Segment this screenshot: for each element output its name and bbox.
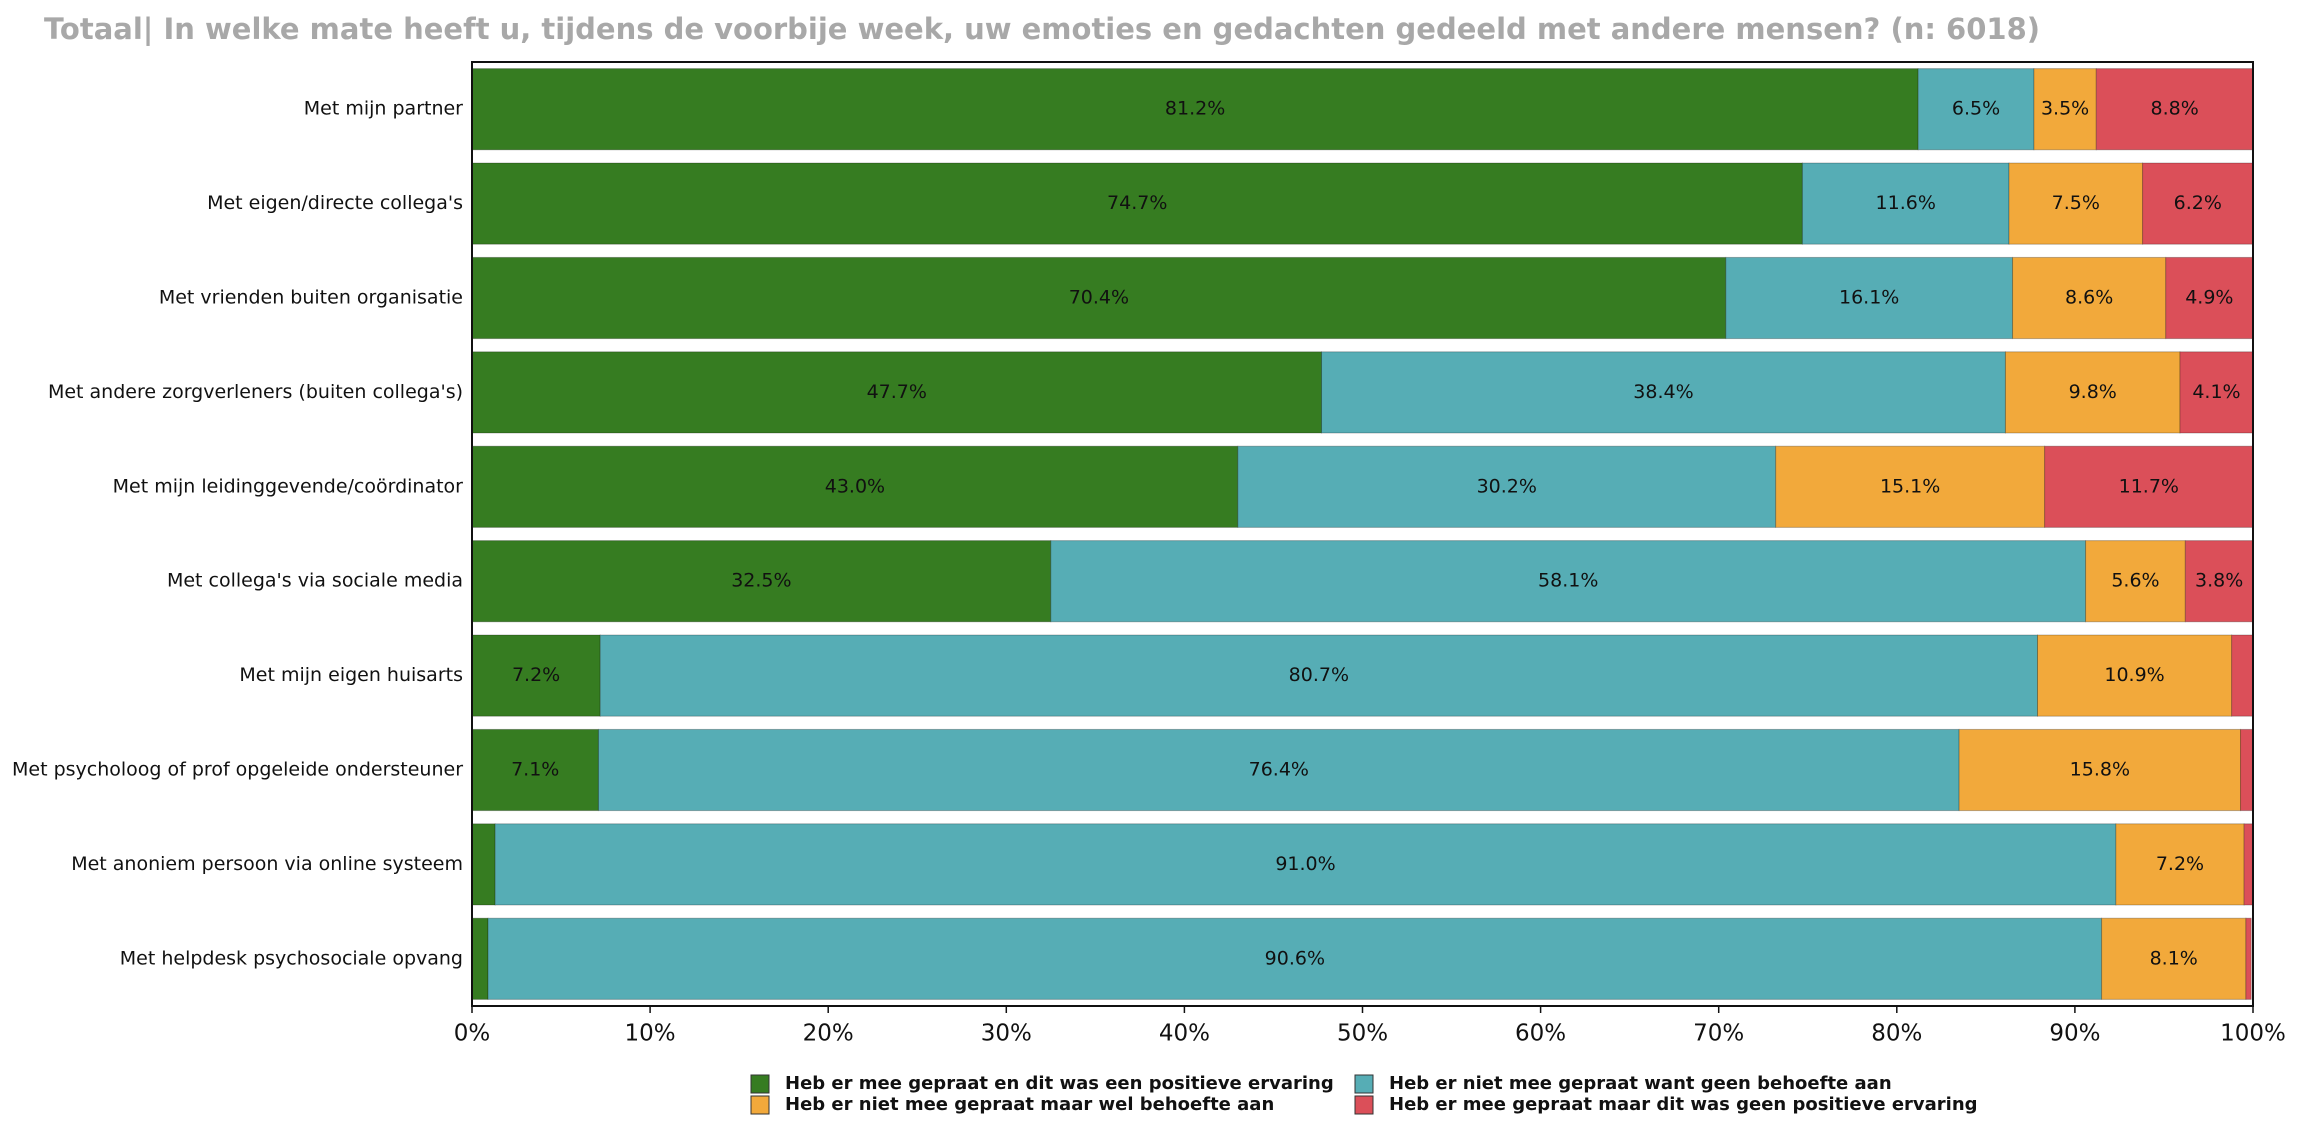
bar-segment xyxy=(2245,917,2252,1000)
data-label: 3.8% xyxy=(2195,570,2243,592)
bar-segment xyxy=(494,823,2117,906)
bar-segment xyxy=(2165,256,2254,340)
data-label: 11.6% xyxy=(1876,192,1936,214)
bar-segment xyxy=(2008,162,2144,245)
bar-segment xyxy=(471,823,496,906)
bar-segment xyxy=(1725,256,2014,340)
category-label: Met helpdesk psychosociale opvang xyxy=(120,947,463,969)
bar-segment xyxy=(2142,162,2254,245)
data-label: 9.8% xyxy=(2069,381,2117,403)
legend-label: Heb er niet mee gepraat want geen behoef… xyxy=(1389,1073,1892,1094)
data-label: 47.7% xyxy=(867,381,927,403)
x-tick-label: 30% xyxy=(981,1021,1032,1047)
bar-segment xyxy=(471,540,1052,623)
data-label: 3.5% xyxy=(2041,98,2089,120)
data-label: 32.5% xyxy=(731,570,791,592)
bar-segment xyxy=(2004,351,2181,434)
bar-segment xyxy=(471,445,1239,528)
chart-title: Totaal| In welke mate heeft u, tijdens d… xyxy=(44,12,2040,46)
category-label: Met anoniem persoon via online systeem xyxy=(71,853,463,875)
data-label: 4.9% xyxy=(2185,287,2233,309)
data-label: 80.7% xyxy=(1289,664,1349,686)
bar-segment xyxy=(471,162,1803,245)
x-tick-label: 70% xyxy=(1693,1021,1744,1047)
x-tick-label: 90% xyxy=(2049,1021,2100,1047)
bar-segment xyxy=(2085,540,2186,623)
bar-segment xyxy=(1050,540,2087,623)
bar-segment xyxy=(1775,445,2046,528)
data-label: 7.5% xyxy=(2052,192,2100,214)
data-label: 43.0% xyxy=(825,475,885,497)
data-label: 90.6% xyxy=(1265,947,1325,969)
legend-swatch xyxy=(750,1095,770,1115)
x-tick-label: 0% xyxy=(454,1021,491,1047)
bar-segment xyxy=(1321,351,2006,434)
data-label: 30.2% xyxy=(1477,475,1537,497)
data-label: 91.0% xyxy=(1275,853,1335,875)
category-label: Met mijn partner xyxy=(304,98,463,120)
data-label: 10.9% xyxy=(2104,664,2164,686)
x-tick-label: 80% xyxy=(1871,1021,1922,1047)
x-tick-label: 10% xyxy=(625,1021,676,1047)
data-label: 11.7% xyxy=(2119,475,2179,497)
data-label: 8.6% xyxy=(2065,287,2113,309)
data-label: 38.4% xyxy=(1633,381,1693,403)
legend-swatch xyxy=(750,1074,770,1094)
bar-segment xyxy=(2101,917,2247,1000)
data-label: 8.1% xyxy=(2150,947,2198,969)
bar-segment xyxy=(471,728,599,812)
bar-segment xyxy=(2240,728,2254,812)
bar-segment xyxy=(1237,445,1777,528)
legend-label: Heb er mee gepraat en dit was een positi… xyxy=(785,1073,1334,1094)
bar-segment xyxy=(599,634,2038,717)
legend-label: Heb er niet mee gepraat maar wel behoeft… xyxy=(785,1094,1274,1115)
category-label: Met andere zorgverleners (buiten collega… xyxy=(48,381,463,403)
data-label: 70.4% xyxy=(1069,287,1129,309)
category-label: Met mijn leidinggevende/coördinator xyxy=(113,475,464,497)
data-label: 6.5% xyxy=(1952,98,2000,120)
data-label: 76.4% xyxy=(1249,759,1309,781)
legend-label: Heb er mee gepraat maar dit was geen pos… xyxy=(1389,1094,1978,1115)
data-label: 58.1% xyxy=(1538,570,1598,592)
bar-segment xyxy=(1801,162,2010,245)
data-label: 4.1% xyxy=(2192,381,2240,403)
data-label: 5.6% xyxy=(2111,570,2159,592)
category-label: Met mijn eigen huisarts xyxy=(239,664,463,686)
bar-segment xyxy=(597,728,1960,812)
x-tick-label: 60% xyxy=(1515,1021,1566,1047)
bar-segment xyxy=(471,351,1323,434)
data-label: 6.2% xyxy=(2174,192,2222,214)
data-label: 7.2% xyxy=(512,664,560,686)
data-label: 74.7% xyxy=(1107,192,1167,214)
bar-segment xyxy=(471,634,601,717)
category-label: Met eigen/directe collega's xyxy=(207,192,463,214)
bar-segment xyxy=(2179,351,2254,434)
data-label: 81.2% xyxy=(1165,98,1225,120)
category-label: Met vrienden buiten organisatie xyxy=(159,287,463,309)
data-label: 7.1% xyxy=(511,759,559,781)
data-label: 16.1% xyxy=(1839,287,1899,309)
bar-segment xyxy=(471,68,1919,151)
bar-segment xyxy=(2231,634,2254,717)
category-label: Met collega's via sociale media xyxy=(167,570,463,592)
bar-segment xyxy=(2243,823,2254,906)
bar-segment xyxy=(2033,68,2097,151)
x-tick-label: 40% xyxy=(1159,1021,1210,1047)
bar-segment xyxy=(2044,445,2254,528)
bar-segment xyxy=(2036,634,2233,717)
data-label: 15.1% xyxy=(1880,475,1940,497)
legend-swatch xyxy=(1354,1074,1374,1094)
legend-swatch xyxy=(1354,1095,1374,1115)
x-tick-label: 20% xyxy=(803,1021,854,1047)
category-label: Met psycholoog of prof opgeleide onderst… xyxy=(12,759,463,781)
data-label: 8.8% xyxy=(2150,98,2198,120)
data-label: 15.8% xyxy=(2070,759,2130,781)
data-label: 7.2% xyxy=(2156,853,2204,875)
x-tick-label: 50% xyxy=(1337,1021,1388,1047)
x-tick-label: 100% xyxy=(2220,1021,2286,1047)
bar-segment xyxy=(1917,68,2035,151)
bar-segment xyxy=(471,917,489,1000)
bar-segment xyxy=(2095,68,2254,151)
